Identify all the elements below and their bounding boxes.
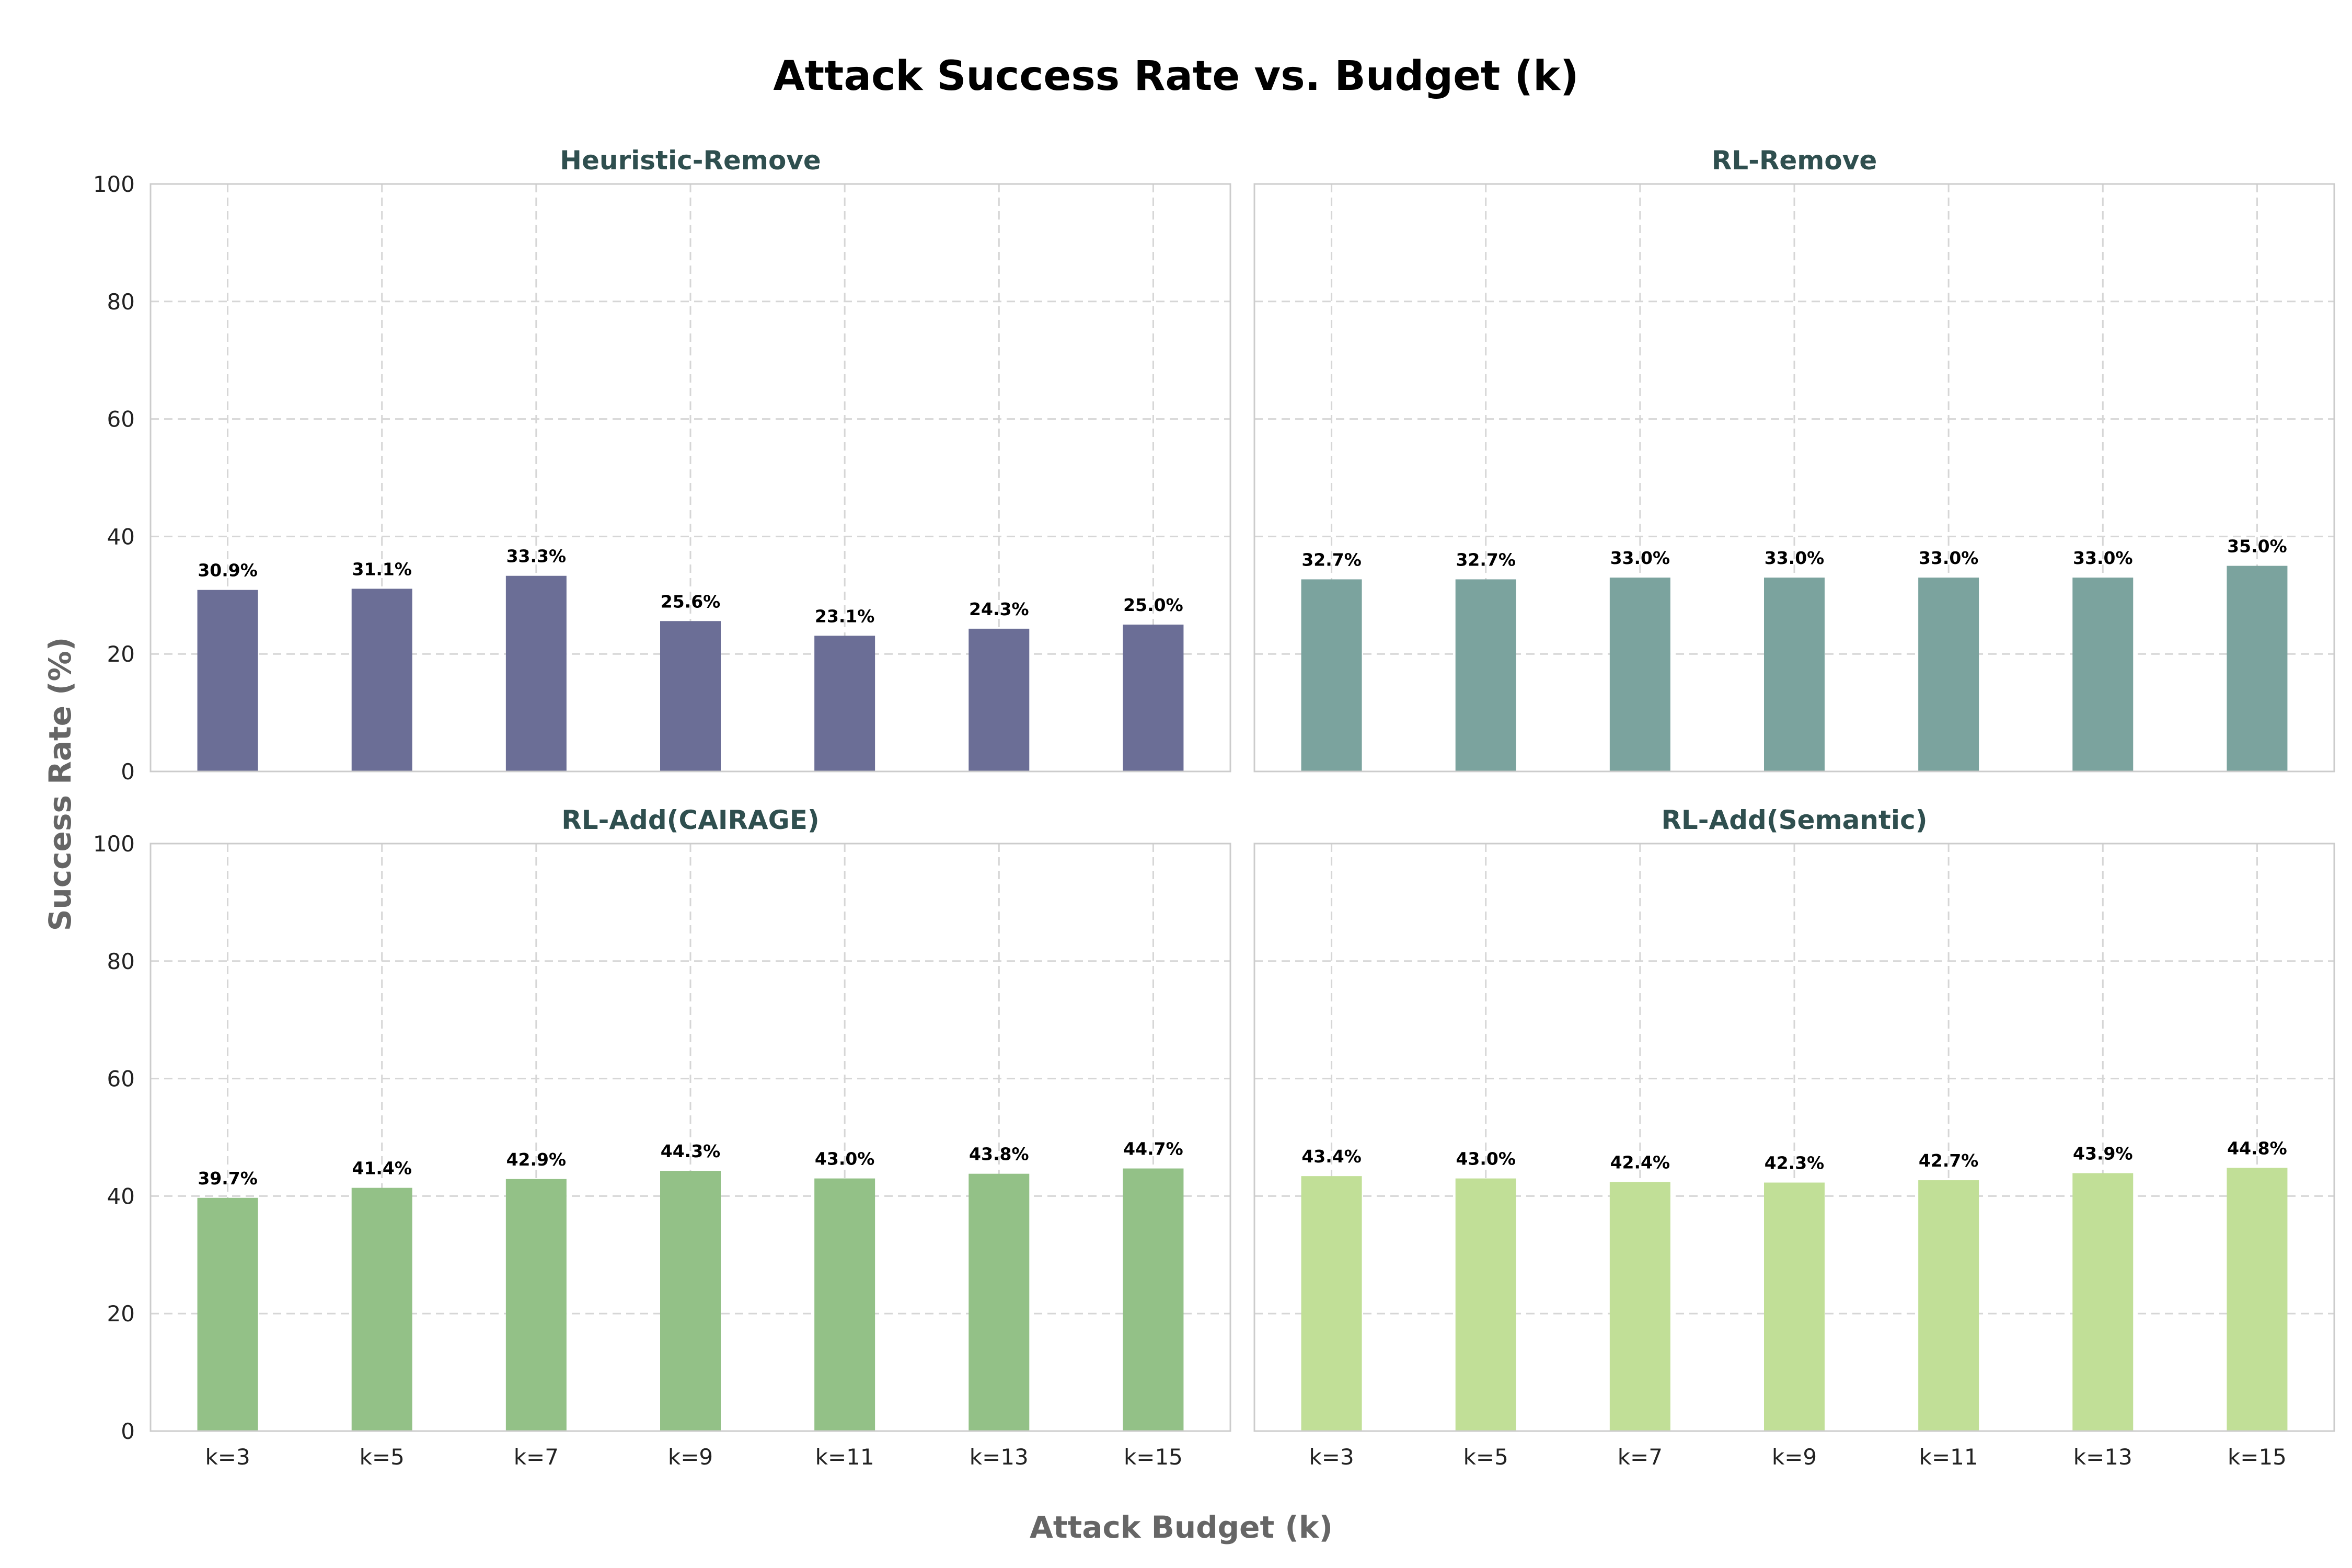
bar-value-label: 30.9% — [198, 560, 258, 581]
bar-value-label: 31.1% — [352, 559, 412, 579]
panel-frame — [1253, 183, 2335, 773]
panel-2: 32.7% 32.7% 33.0% 33.0% 33.0% 33.0% 35.0% RL-Re… — [1253, 145, 2335, 773]
bar — [660, 621, 721, 771]
bar — [2227, 566, 2288, 771]
figure-title: Attack Success Rate vs. Budget (k) — [773, 53, 1578, 100]
bar — [2227, 1168, 2288, 1431]
bar-value-label: 43.9% — [2073, 1144, 2133, 1164]
bar-value-label: 33.3% — [506, 546, 567, 567]
panel-title: RL-Add(CAIRAGE) — [561, 805, 819, 835]
x-axis-label: Attack Budget (k) — [1030, 1509, 1333, 1545]
bar-value-label: 35.0% — [2227, 536, 2287, 557]
y-tick-label: 60 — [107, 1066, 135, 1092]
bar-value-label: 44.8% — [2227, 1138, 2287, 1158]
y-tick-label: 80 — [107, 289, 135, 315]
bar-value-label: 42.9% — [506, 1149, 567, 1170]
bar — [1123, 1168, 1184, 1431]
y-tick-label: 100 — [93, 171, 135, 197]
y-tick-label: 80 — [107, 949, 135, 974]
bar — [1609, 1182, 1670, 1431]
panel-frame — [149, 183, 1231, 773]
x-tick-label: k=9 — [668, 1444, 713, 1470]
bar — [1764, 1182, 1825, 1431]
bar-value-label: 42.3% — [1765, 1153, 1825, 1173]
bar-value-label: 43.4% — [1301, 1146, 1362, 1167]
y-tick-label: 40 — [107, 1183, 135, 1209]
bar — [2072, 1173, 2134, 1431]
x-tick-label: k=3 — [205, 1444, 250, 1470]
x-tick-label: k=5 — [360, 1444, 405, 1470]
y-tick-label: 20 — [107, 641, 135, 667]
bar-value-label: 33.0% — [1610, 548, 1670, 568]
panel-title: Heuristic-Remove — [560, 145, 821, 176]
bar-value-label: 32.7% — [1456, 549, 1516, 570]
bar — [1764, 578, 1825, 771]
bar — [351, 1187, 412, 1431]
x-tick-label: k=11 — [815, 1444, 874, 1470]
bar — [1455, 579, 1516, 771]
panel-title: RL-Add(Semantic) — [1661, 805, 1927, 835]
y-tick-label: 20 — [107, 1301, 135, 1327]
bar-value-label: 33.0% — [1765, 548, 1825, 568]
bar-value-label: 44.3% — [661, 1141, 721, 1161]
bar — [969, 1173, 1030, 1431]
bar — [1918, 578, 1979, 771]
x-tick-label: k=15 — [1124, 1444, 1183, 1470]
panel-1: 30.9% 31.1% 33.3% 25.6% 23.1% 24.3% 25.0% Heuri… — [93, 145, 1231, 785]
bar-value-label: 41.4% — [352, 1158, 412, 1179]
bar-value-label: 43.8% — [969, 1144, 1029, 1165]
bar — [969, 628, 1030, 771]
bar-value-label: 43.0% — [815, 1149, 875, 1169]
y-tick-label: 0 — [121, 1419, 135, 1444]
bar-value-label: 44.7% — [1123, 1139, 1183, 1159]
bar — [814, 636, 875, 771]
y-axis-label: Success Rate (%) — [42, 637, 78, 931]
bar — [1301, 1176, 1362, 1431]
bar — [505, 1179, 567, 1431]
y-tick-label: 100 — [93, 831, 135, 857]
x-tick-label: k=13 — [970, 1444, 1029, 1470]
bar-value-label: 25.0% — [1123, 595, 1183, 615]
bar-value-label: 23.1% — [815, 606, 875, 626]
bar — [197, 1197, 258, 1431]
bar — [660, 1171, 721, 1431]
x-tick-label: k=13 — [2073, 1444, 2132, 1470]
bar-value-label: 43.0% — [1456, 1149, 1516, 1169]
bar-value-label: 25.6% — [661, 591, 721, 612]
bar — [2072, 578, 2134, 771]
panel-3: 39.7% 41.4% 42.9% 44.3% 43.0% 43.8% 44.7% RL-Ad… — [93, 805, 1231, 1470]
x-tick-label: k=7 — [1618, 1444, 1663, 1470]
x-tick-label: k=9 — [1772, 1444, 1817, 1470]
bar — [814, 1178, 875, 1431]
bar-value-label: 39.7% — [198, 1168, 258, 1189]
bar — [505, 575, 567, 771]
bar — [1609, 578, 1670, 771]
panel-frame — [149, 843, 1231, 1432]
x-tick-label: k=5 — [1463, 1444, 1508, 1470]
y-tick-label: 60 — [107, 407, 135, 432]
panels-group: 30.9% 31.1% 33.3% 25.6% 23.1% 24.3% 25.0% Heuri… — [93, 145, 2335, 1470]
panel-title: RL-Remove — [1712, 145, 1877, 176]
x-tick-label: k=3 — [1309, 1444, 1354, 1470]
bar-value-label: 32.7% — [1301, 549, 1362, 570]
bar — [1123, 625, 1184, 771]
bar — [1455, 1178, 1516, 1431]
y-tick-label: 40 — [107, 524, 135, 549]
y-tick-label: 0 — [121, 759, 135, 785]
panel-frame — [1253, 843, 2335, 1432]
bar-value-label: 33.0% — [1919, 548, 1979, 568]
bar-value-label: 33.0% — [2073, 548, 2133, 568]
panel-4: 43.4% 43.0% 42.4% 42.3% 42.7% 43.9% 44.8% RL-Ad… — [1253, 805, 2335, 1470]
x-tick-label: k=7 — [514, 1444, 559, 1470]
x-tick-label: k=11 — [1919, 1444, 1978, 1470]
bar — [1918, 1180, 1979, 1431]
bar — [197, 590, 258, 771]
x-tick-label: k=15 — [2228, 1444, 2287, 1470]
bar-value-label: 24.3% — [969, 599, 1029, 619]
bar-value-label: 42.4% — [1610, 1152, 1670, 1172]
bar — [1301, 579, 1362, 771]
bar — [351, 589, 412, 771]
bar-value-label: 42.7% — [1919, 1150, 1979, 1171]
